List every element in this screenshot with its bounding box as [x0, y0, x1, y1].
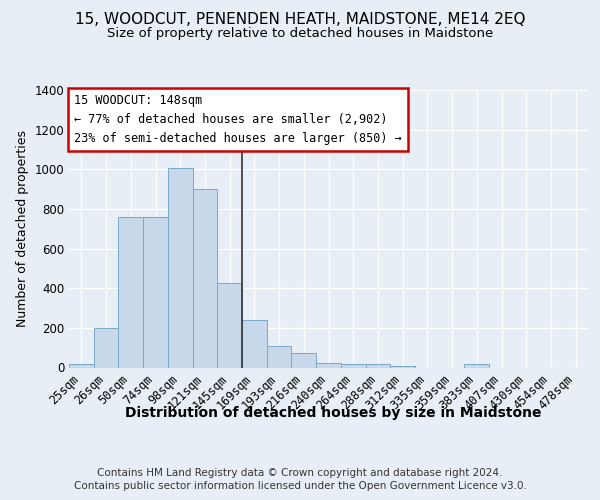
Bar [217, 284, 242, 368]
Text: Size of property relative to detached houses in Maidstone: Size of property relative to detached ho… [107, 28, 493, 40]
Bar [168, 168, 193, 368]
Bar [267, 346, 292, 368]
Bar [365, 364, 390, 368]
Bar [464, 364, 489, 368]
Text: 15 WOODCUT: 148sqm
← 77% of detached houses are smaller (2,902)
23% of semi-deta: 15 WOODCUT: 148sqm ← 77% of detached hou… [74, 94, 402, 145]
Text: Distribution of detached houses by size in Maidstone: Distribution of detached houses by size … [125, 406, 541, 419]
Text: Contains HM Land Registry data © Crown copyright and database right 2024.: Contains HM Land Registry data © Crown c… [97, 468, 503, 477]
Bar [292, 352, 316, 368]
Bar [390, 366, 415, 368]
Bar [193, 189, 217, 368]
Bar [143, 217, 168, 368]
Bar [341, 364, 365, 368]
Bar [316, 362, 341, 368]
Bar [94, 328, 118, 368]
Text: Contains public sector information licensed under the Open Government Licence v3: Contains public sector information licen… [74, 481, 526, 491]
Bar [242, 320, 267, 368]
Y-axis label: Number of detached properties: Number of detached properties [16, 130, 29, 327]
Text: 15, WOODCUT, PENENDEN HEATH, MAIDSTONE, ME14 2EQ: 15, WOODCUT, PENENDEN HEATH, MAIDSTONE, … [75, 12, 525, 28]
Bar [69, 364, 94, 368]
Bar [118, 217, 143, 368]
